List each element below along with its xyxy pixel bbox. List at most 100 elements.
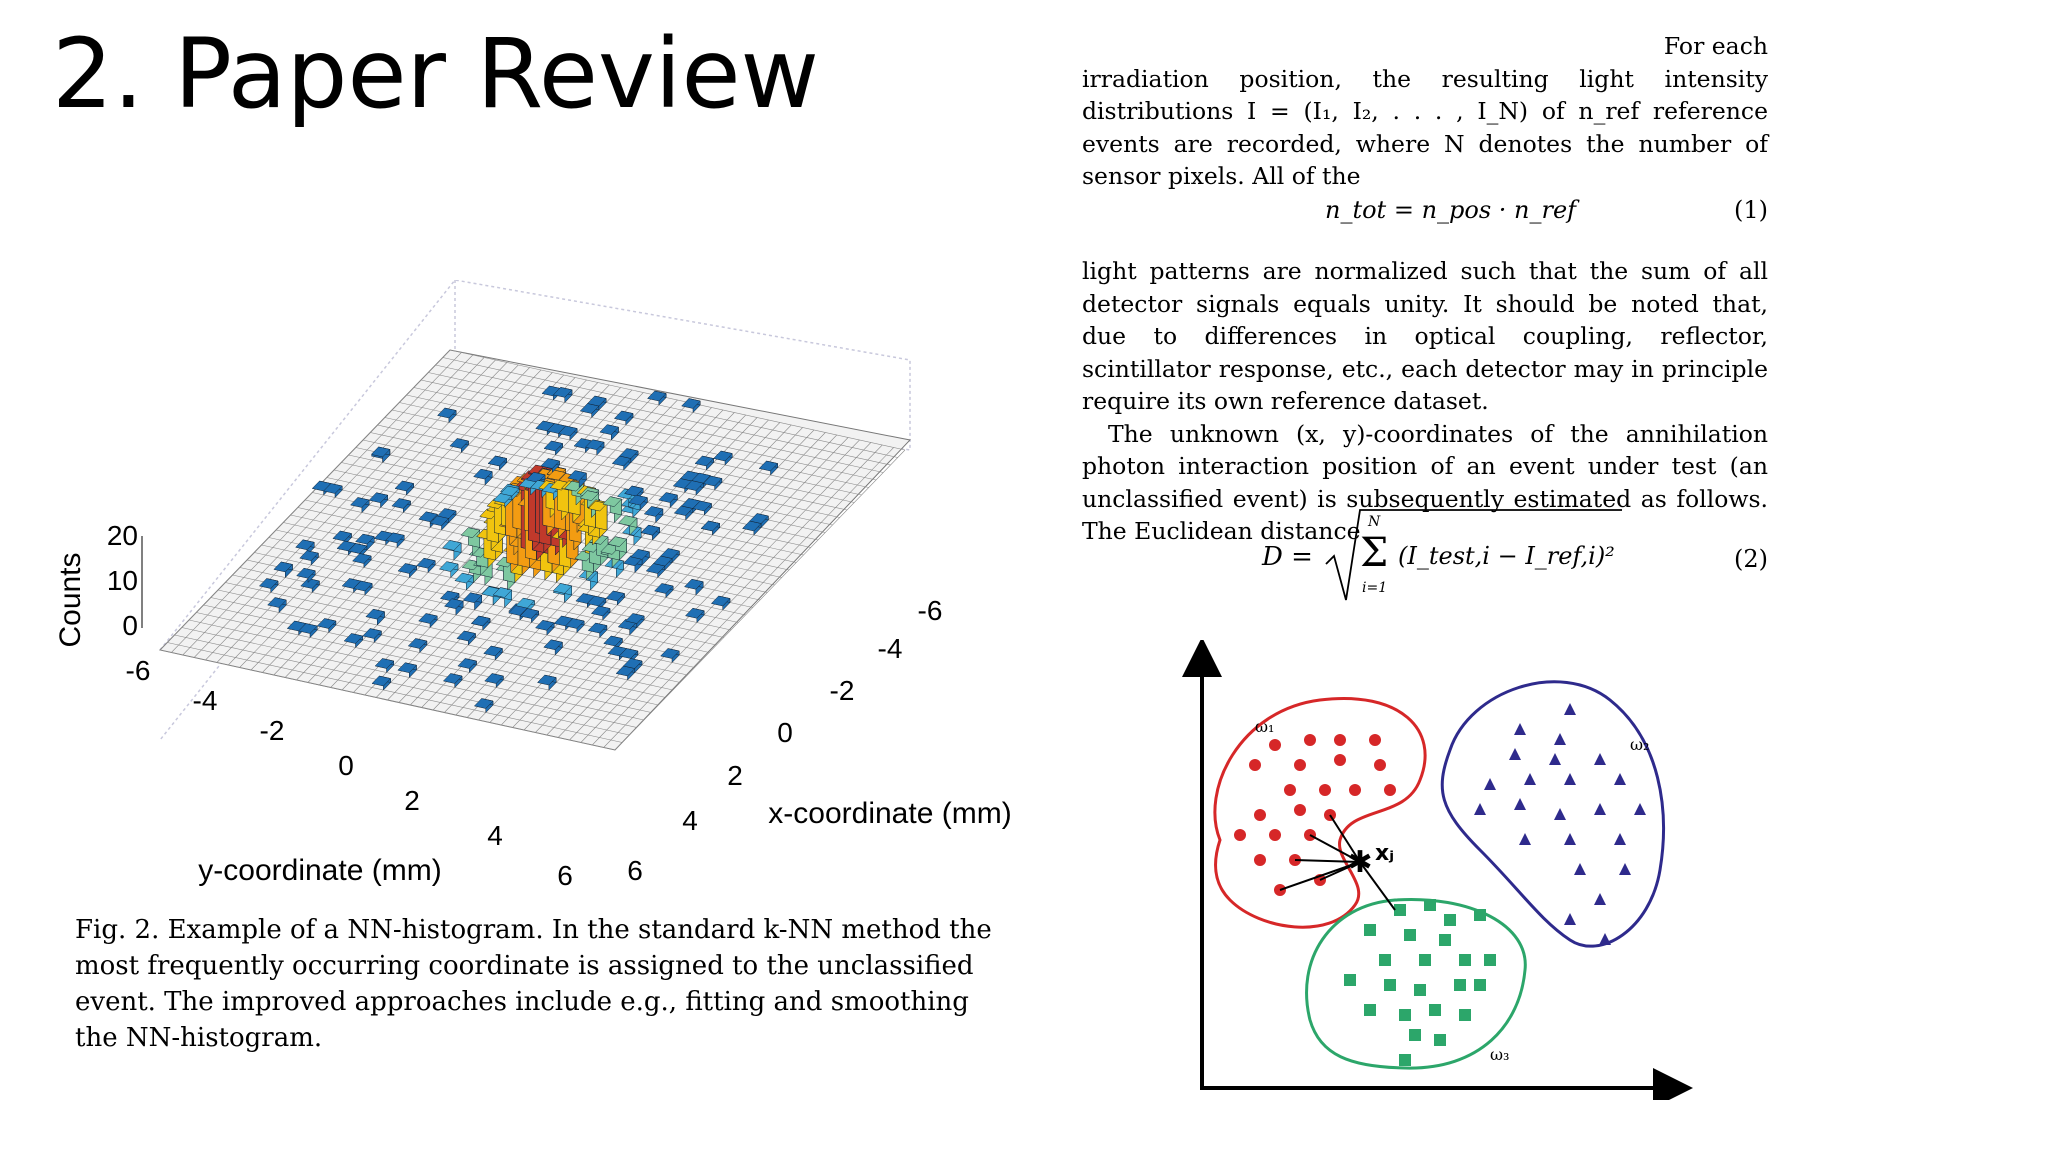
class2-point <box>1514 723 1526 735</box>
class2-point <box>1614 833 1626 845</box>
class2-point <box>1474 803 1486 815</box>
neighbor-link <box>1359 861 1396 911</box>
nn-histogram-figure: Counts 20 10 0 -6 -4 -2 0 2 4 6 y-coordi… <box>54 280 1012 891</box>
class3-label: ω₃ <box>1490 1045 1509 1064</box>
class2-point <box>1524 773 1536 785</box>
class2-point <box>1594 803 1606 815</box>
class1-point <box>1349 784 1361 796</box>
x-tick: -6 <box>918 595 943 626</box>
class1-point <box>1384 784 1396 796</box>
class2-point <box>1564 833 1576 845</box>
class2-point <box>1509 748 1521 760</box>
class3-point <box>1364 1004 1376 1016</box>
class3-point <box>1454 979 1466 991</box>
y-tick: -2 <box>260 715 285 746</box>
class1-label: ω₁ <box>1255 717 1274 736</box>
z-tick: 10 <box>107 565 138 596</box>
class3-point <box>1399 1009 1411 1021</box>
class2-boundary <box>1440 680 1665 948</box>
class1-point <box>1254 854 1266 866</box>
class2-label: ω₂ <box>1630 735 1649 754</box>
class1-point <box>1334 754 1346 766</box>
eq2-sum-top: N <box>1368 514 1381 530</box>
class2-point <box>1519 833 1531 845</box>
x-tick: 6 <box>627 855 643 886</box>
class1-point <box>1249 759 1261 771</box>
class3-point <box>1474 979 1486 991</box>
class3-point <box>1384 979 1396 991</box>
sqrt-sign <box>1325 509 1622 601</box>
knn-diagram: ω₁ ω₂ ω₃ xⱼ ✱ <box>1182 640 1693 1100</box>
class3-point <box>1409 1029 1421 1041</box>
class2-point <box>1574 863 1586 875</box>
class2-point <box>1564 703 1576 715</box>
eq2-lhs: D = <box>1262 542 1313 572</box>
class3-point <box>1419 954 1431 966</box>
class2-point <box>1619 863 1631 875</box>
x-tick: 2 <box>727 760 743 791</box>
slide-title: 2. Paper Review <box>52 18 820 130</box>
class3-point <box>1434 1034 1446 1046</box>
class3-point <box>1404 929 1416 941</box>
y-tick: 2 <box>404 785 420 816</box>
class1-boundary <box>1213 697 1427 929</box>
neighbor-link <box>1329 814 1361 863</box>
class3-point <box>1459 1009 1471 1021</box>
class1-point <box>1284 784 1296 796</box>
class1-point <box>1269 829 1281 841</box>
y-axis-label: y-coordinate (mm) <box>198 854 441 887</box>
class3-point <box>1344 974 1356 986</box>
class2-point <box>1564 913 1576 925</box>
class1-point <box>1319 784 1331 796</box>
class2-point <box>1594 753 1606 765</box>
class3-point <box>1484 954 1496 966</box>
class2-point <box>1549 753 1561 765</box>
paper-text-column: For each irradiation position, the resul… <box>1082 30 1768 193</box>
para2: light patterns are normalized such that … <box>1082 257 1768 415</box>
class2-point <box>1554 733 1566 745</box>
neighbor-link <box>1309 834 1361 863</box>
equation-2-number: (2) <box>1734 545 1768 573</box>
neighbor-link <box>1294 859 1361 863</box>
class3-point <box>1444 914 1456 926</box>
eq2-body: (I_test,i − I_ref,i)² <box>1398 542 1615 570</box>
y-tick: 0 <box>338 750 354 781</box>
sum-symbol: Σ <box>1360 530 1389 576</box>
z-tick: 20 <box>107 520 138 551</box>
paper-text-column-2: light patterns are normalized such that … <box>1082 255 1768 548</box>
class1-point <box>1294 759 1306 771</box>
class2-point <box>1634 803 1646 815</box>
equation-2: D = N Σ i=1 (I_test,i − I_ref,i)² <box>1262 508 1622 604</box>
class1-point <box>1269 739 1281 751</box>
x-tick: -4 <box>878 633 903 664</box>
class2-point <box>1554 808 1566 820</box>
x-tick: -2 <box>830 675 855 706</box>
para1: irradiation position, the resulting ligh… <box>1082 64 1768 191</box>
class1-point <box>1234 829 1246 841</box>
class3-boundary <box>1305 897 1527 1070</box>
y-tick: 4 <box>487 820 503 851</box>
query-point: ✱ <box>1347 845 1372 880</box>
figure-caption: Fig. 2. Example of a NN-histogram. In th… <box>75 915 992 1053</box>
class1-point <box>1304 734 1316 746</box>
class3-point <box>1439 934 1451 946</box>
query-label: xⱼ <box>1375 841 1394 866</box>
class3-point <box>1414 984 1426 996</box>
class3-point <box>1379 954 1391 966</box>
x-axis-label: x-coordinate (mm) <box>768 797 1011 830</box>
class2-point <box>1594 893 1606 905</box>
class2-point <box>1599 933 1611 945</box>
x-tick: 0 <box>777 717 793 748</box>
class3-point <box>1429 1004 1441 1016</box>
y-tick: -6 <box>126 655 151 686</box>
class3-point <box>1399 1054 1411 1066</box>
class1-point <box>1254 809 1266 821</box>
class3-point <box>1364 924 1376 936</box>
class3-point <box>1394 904 1406 916</box>
z-axis-label: Counts <box>54 552 87 647</box>
z-tick: 0 <box>122 610 138 641</box>
class3-point <box>1474 909 1486 921</box>
class2-point <box>1484 778 1496 790</box>
class2-point <box>1614 773 1626 785</box>
equation-1: n_tot = n_pos · n_ref <box>1325 196 1577 224</box>
